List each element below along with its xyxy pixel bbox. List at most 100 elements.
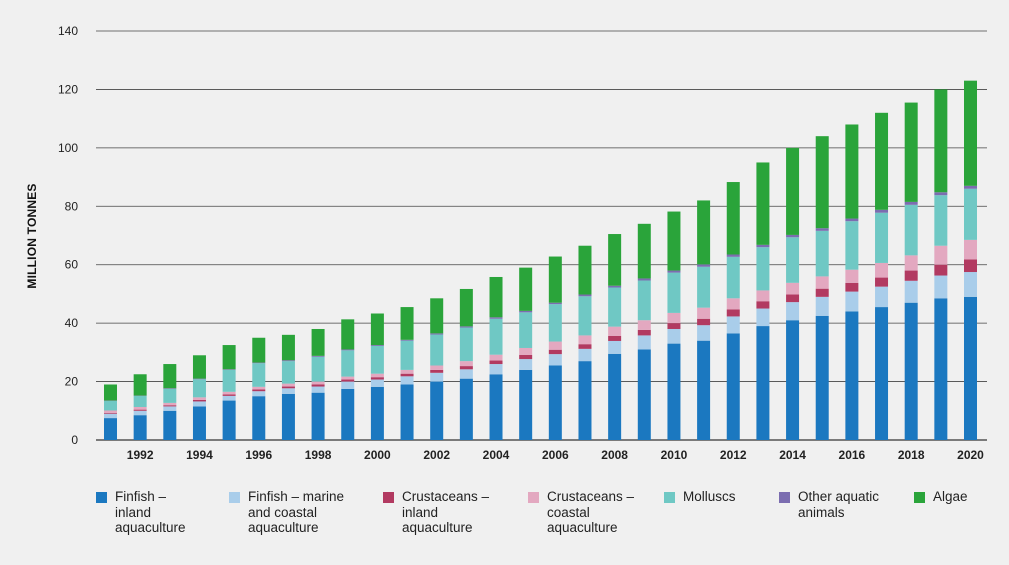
bar-stack-2010 xyxy=(667,211,681,440)
x-axis-ticks: 1992 1994 1996 1998 2000 2002 2004 2006 2008 2010… xyxy=(127,448,984,462)
bar-segment-series-4 xyxy=(281,383,295,387)
legend-label: Algae xyxy=(933,489,968,504)
bar-segment-series-1 xyxy=(133,415,147,440)
bar-stack-1998 xyxy=(311,328,325,440)
bar-segment-series-4 xyxy=(519,347,533,355)
bar-segment-series-5 xyxy=(163,388,177,403)
legend-label: Other aquatic animals xyxy=(798,489,880,520)
bar-segment-series-1 xyxy=(281,393,295,440)
bar-segment-series-3 xyxy=(608,335,622,341)
bar-stack-1996 xyxy=(252,337,266,440)
bar-segment-series-7 xyxy=(370,313,384,346)
bar-segment-series-6 xyxy=(459,326,473,328)
bar-segment-series-3 xyxy=(578,344,592,349)
bar-segment-series-2 xyxy=(222,395,236,401)
bar-segment-series-1 xyxy=(430,381,444,440)
bar-segment-series-3 xyxy=(163,405,177,407)
bar-segment-series-5 xyxy=(608,287,622,327)
bar-segment-series-4 xyxy=(341,376,355,380)
bar-segment-series-5 xyxy=(222,369,236,392)
bar-segment-series-3 xyxy=(104,412,117,414)
bar-segment-series-6 xyxy=(252,362,266,364)
bar-segment-series-7 xyxy=(548,256,562,303)
bar-segment-series-5 xyxy=(964,188,977,240)
bar-segment-series-3 xyxy=(430,369,444,373)
bar-segment-series-1 xyxy=(252,396,266,440)
bar-segment-series-3 xyxy=(548,349,562,355)
bar-segment-series-3 xyxy=(667,323,681,329)
bar-segment-series-5 xyxy=(726,256,740,299)
bar-segment-series-2 xyxy=(163,406,177,411)
bar-segment-series-3 xyxy=(964,259,977,273)
bar-segment-series-7 xyxy=(815,136,829,229)
bar-segment-series-7 xyxy=(667,211,681,271)
bar-segment-series-3 xyxy=(489,360,503,365)
bar-stack-2011 xyxy=(697,200,711,440)
bar-segment-series-5 xyxy=(904,204,918,256)
x-tick-label: 2004 xyxy=(483,448,510,462)
x-tick-label: 2010 xyxy=(661,448,688,462)
bar-segment-series-4 xyxy=(726,298,740,310)
y-tick-label: 100 xyxy=(58,141,78,155)
bar-segment-series-5 xyxy=(133,395,147,407)
bar-segment-series-7 xyxy=(281,334,295,361)
y-tick-label: 80 xyxy=(65,199,79,213)
bar-stack-2008 xyxy=(608,234,622,440)
y-axis-label: MILLION TONNES xyxy=(25,183,39,288)
bar-segment-series-2 xyxy=(311,386,325,393)
bar-segment-series-1 xyxy=(548,365,562,440)
bar-segment-series-7 xyxy=(845,124,859,219)
bar-segment-series-4 xyxy=(637,320,651,330)
bar-segment-series-5 xyxy=(845,221,859,270)
bar-segment-series-6 xyxy=(370,345,384,346)
bar-segment-series-2 xyxy=(489,364,503,375)
bar-segment-series-4 xyxy=(222,391,236,395)
bar-segment-series-5 xyxy=(934,195,948,246)
bar-segment-series-2 xyxy=(459,369,473,379)
bar-segment-series-6 xyxy=(964,185,977,189)
bar-segment-series-6 xyxy=(934,192,948,196)
bar-segment-series-6 xyxy=(756,244,770,248)
bar-stack-2009 xyxy=(637,223,651,440)
bar-segment-series-2 xyxy=(370,379,384,387)
bar-segment-series-3 xyxy=(281,386,295,389)
grid-lines xyxy=(96,30,987,441)
bar-segment-series-3 xyxy=(192,399,206,402)
bar-segment-series-1 xyxy=(370,386,384,440)
bar-segment-series-2 xyxy=(726,316,740,334)
legend-swatch xyxy=(528,492,539,503)
bar-segment-series-1 xyxy=(608,353,622,440)
bar-segment-series-5 xyxy=(281,361,295,384)
bar-segment-series-4 xyxy=(964,239,977,260)
bar-segment-series-1 xyxy=(875,307,889,440)
bar-segment-series-1 xyxy=(400,384,414,440)
bar-segment-series-2 xyxy=(756,308,770,327)
bar-segment-series-2 xyxy=(430,372,444,382)
bar-segment-series-5 xyxy=(815,230,829,277)
bar-segment-series-2 xyxy=(964,272,977,297)
bar-segment-series-5 xyxy=(786,237,800,283)
bar-segment-series-4 xyxy=(815,276,829,289)
bar-segment-series-1 xyxy=(222,400,236,440)
bar-stacks xyxy=(104,80,977,440)
bar-segment-series-1 xyxy=(934,298,948,440)
bar-segment-series-4 xyxy=(667,312,681,324)
bar-stack-2020 xyxy=(964,80,977,440)
bar-segment-series-6 xyxy=(430,333,444,335)
bar-segment-series-6 xyxy=(608,285,622,288)
legend-swatch xyxy=(96,492,107,503)
bar-segment-series-5 xyxy=(192,379,206,398)
bar-stack-1997 xyxy=(281,334,295,440)
bar-segment-series-7 xyxy=(756,162,770,245)
bar-segment-series-5 xyxy=(697,266,711,308)
bar-segment-series-3 xyxy=(252,389,266,392)
bar-segment-series-3 xyxy=(519,354,533,360)
legend-swatch xyxy=(664,492,675,503)
bar-segment-series-2 xyxy=(637,335,651,350)
bar-segment-series-1 xyxy=(341,388,355,440)
bar-stack-2016 xyxy=(845,124,859,440)
bar-segment-series-4 xyxy=(489,354,503,361)
bar-segment-series-7 xyxy=(252,337,266,363)
bar-segment-series-7 xyxy=(964,80,977,186)
y-tick-label: 40 xyxy=(65,316,79,330)
